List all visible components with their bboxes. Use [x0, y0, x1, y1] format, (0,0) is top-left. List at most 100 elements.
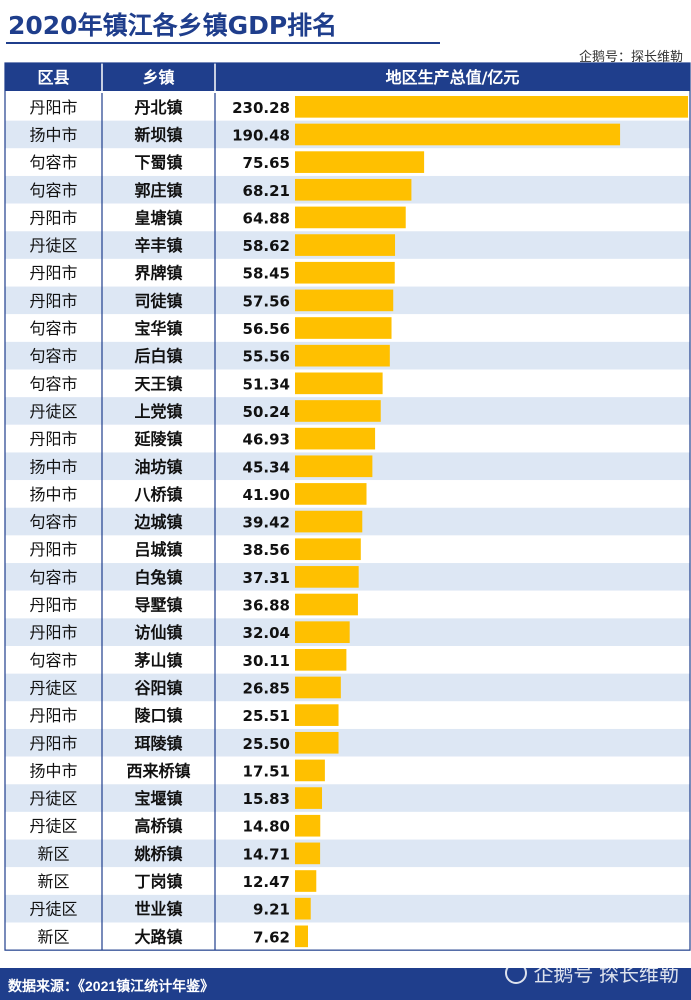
- value-label: 41.90: [243, 486, 290, 504]
- town-cell: 丹北镇: [134, 98, 182, 117]
- value-label: 36.88: [243, 597, 290, 615]
- gdp-bar: [295, 344, 390, 367]
- value-label: 14.71: [243, 845, 290, 863]
- district-cell: 句容市: [29, 153, 77, 172]
- district-cell: 句容市: [29, 181, 77, 200]
- value-label: 56.56: [243, 320, 290, 338]
- value-label: 37.31: [243, 569, 290, 587]
- value-label: 75.65: [243, 154, 290, 172]
- gdp-bar: [295, 925, 309, 948]
- town-cell: 郭庄镇: [134, 181, 182, 200]
- gdp-bar: [295, 538, 361, 561]
- value-label: 51.34: [243, 375, 290, 393]
- penguin-icon: [505, 962, 528, 984]
- district-cell: 新区: [37, 872, 69, 891]
- value-label: 55.56: [243, 348, 290, 366]
- town-cell: 世业镇: [134, 900, 182, 919]
- district-cell: 丹徒区: [29, 236, 77, 255]
- value-label: 39.42: [243, 514, 290, 532]
- value-label: 30.11: [243, 652, 290, 670]
- title-underline: [6, 42, 440, 44]
- district-cell: 丹徒区: [29, 900, 77, 919]
- gdp-bar: [295, 372, 383, 395]
- watermark-text: 企鹅号 探长维勒: [533, 964, 679, 986]
- district-cell: 句容市: [29, 319, 77, 338]
- town-cell: 延陵镇: [133, 430, 182, 449]
- table-header: [5, 63, 690, 91]
- town-cell: 宝华镇: [134, 319, 182, 338]
- district-cell: 扬中市: [29, 761, 77, 780]
- town-cell: 谷阳镇: [134, 678, 182, 697]
- author-credit: 企鹅号：探长维勒: [578, 49, 683, 64]
- gdp-bar: [295, 123, 621, 146]
- district-cell: 新区: [37, 927, 69, 946]
- gdp-bar: [295, 400, 381, 422]
- value-label: 7.62: [253, 928, 290, 946]
- value-label: 38.56: [243, 541, 290, 559]
- gdp-bar: [295, 151, 425, 173]
- district-cell: 丹阳市: [29, 706, 77, 725]
- town-cell: 辛丰镇: [134, 236, 182, 255]
- district-cell: 丹阳市: [29, 596, 77, 615]
- value-label: 12.47: [243, 873, 290, 891]
- value-label: 25.51: [243, 707, 290, 725]
- table-row: [5, 701, 690, 729]
- district-cell: 扬中市: [29, 125, 77, 144]
- town-cell: 边城镇: [133, 513, 182, 532]
- district-cell: 丹阳市: [29, 291, 77, 310]
- gdp-bar: [295, 455, 373, 478]
- value-label: 57.56: [243, 292, 290, 310]
- value-label: 45.34: [243, 458, 290, 476]
- town-cell: 油坊镇: [134, 457, 182, 476]
- district-cell: 丹徒区: [29, 402, 77, 421]
- town-cell: 丁岗镇: [134, 872, 182, 891]
- value-label: 17.51: [243, 762, 290, 780]
- district-cell: 新区: [37, 844, 69, 863]
- table-row: [5, 673, 690, 702]
- value-label: 14.80: [243, 818, 290, 836]
- column-header: 乡镇: [142, 68, 174, 87]
- value-label: 58.45: [243, 265, 290, 283]
- district-cell: 丹阳市: [29, 540, 77, 559]
- district-cell: 丹阳市: [29, 208, 77, 227]
- value-label: 58.62: [243, 237, 290, 255]
- gdp-bar: [295, 510, 363, 533]
- town-cell: 白兔镇: [134, 568, 182, 587]
- gdp-bar: [295, 842, 321, 865]
- town-cell: 新坝镇: [134, 125, 182, 144]
- table-row: [5, 784, 690, 812]
- town-cell: 高桥镇: [134, 817, 182, 836]
- district-cell: 丹徒区: [29, 817, 77, 836]
- value-label: 25.50: [243, 735, 290, 753]
- town-cell: 茅山镇: [134, 651, 182, 670]
- footer-bar: [0, 968, 691, 1000]
- town-cell: 八桥镇: [133, 485, 182, 504]
- table-row: [5, 756, 690, 785]
- value-label: 230.28: [232, 99, 290, 117]
- town-cell: 大路镇: [134, 927, 182, 946]
- gdp-bar: [295, 206, 406, 229]
- table-row: [5, 894, 690, 923]
- table-border: [4, 62, 691, 951]
- district-cell: 丹徒区: [29, 678, 77, 697]
- town-cell: 下蜀镇: [134, 153, 182, 172]
- column-header: 地区生产总值/亿元: [386, 68, 520, 87]
- value-label: 68.21: [243, 182, 290, 200]
- town-cell: 姚桥镇: [133, 844, 182, 863]
- value-label: 64.88: [243, 209, 290, 227]
- district-cell: 丹阳市: [29, 734, 77, 753]
- town-cell: 后白镇: [134, 347, 182, 366]
- town-cell: 陵口镇: [134, 706, 182, 725]
- town-cell: 珥陵镇: [134, 734, 182, 753]
- gdp-bar: [295, 621, 350, 643]
- gdp-bar: [295, 593, 358, 616]
- district-cell: 句容市: [29, 513, 77, 532]
- district-cell: 句容市: [29, 651, 77, 670]
- gdp-bar: [295, 234, 396, 256]
- gdp-bar: [295, 178, 412, 201]
- district-cell: 扬中市: [29, 457, 77, 476]
- district-cell: 丹阳市: [29, 623, 77, 642]
- value-label: 15.83: [243, 790, 290, 808]
- town-cell: 导墅镇: [134, 596, 182, 615]
- gdp-bar: [295, 483, 367, 505]
